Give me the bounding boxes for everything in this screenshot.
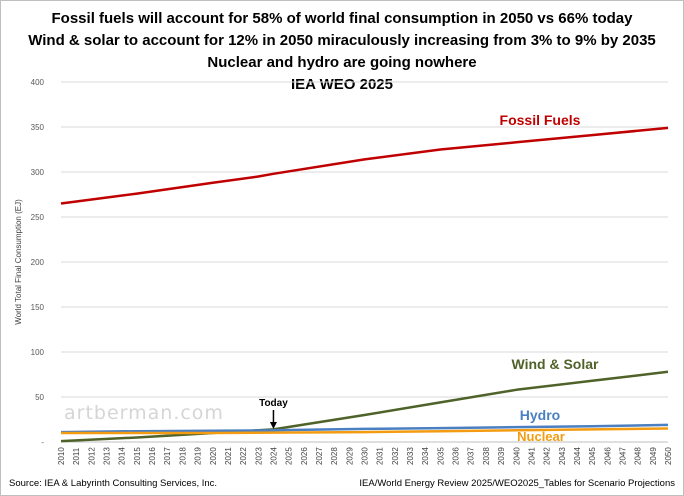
title-line-1: Fossil fuels will account for 58% of wor… — [51, 10, 633, 27]
y-tick-label: 250 — [31, 213, 45, 222]
x-tick-label: 2038 — [482, 447, 491, 465]
y-tick-label: 300 — [31, 168, 45, 177]
title-line-3: Nuclear and hydro are going nowhere — [207, 54, 477, 71]
x-tick-label: 2018 — [178, 447, 187, 465]
x-tick-label: 2028 — [330, 447, 339, 465]
y-tick-label: 50 — [35, 393, 44, 402]
x-tick-label: 2040 — [512, 447, 521, 465]
x-tick-label: 2013 — [103, 447, 112, 465]
series-label-fossil-fuels: Fossil Fuels — [500, 112, 581, 128]
x-tick-label: 2030 — [361, 447, 370, 465]
x-tick-label: 2033 — [406, 447, 415, 465]
x-tick-label: 2050 — [664, 447, 673, 465]
series-label-nuclear: Nuclear — [517, 429, 565, 444]
x-tick-label: 2046 — [603, 447, 612, 465]
x-tick-label: 2042 — [543, 447, 552, 465]
x-tick-label: 2031 — [376, 447, 385, 465]
y-tick-label: 100 — [31, 348, 45, 357]
x-tick-label: 2029 — [345, 447, 354, 465]
x-tick-label: 2034 — [421, 447, 430, 465]
x-tick-label: 2020 — [209, 447, 218, 465]
x-tick-label: 2026 — [300, 447, 309, 465]
x-tick-label: 2016 — [148, 447, 157, 465]
watermark: artberman.com — [64, 402, 224, 424]
x-tick-label: 2037 — [467, 447, 476, 465]
x-tick-label: 2032 — [391, 447, 400, 465]
x-tick-label: 2010 — [57, 447, 66, 465]
title-line-2: Wind & solar to account for 12% in 2050 … — [28, 32, 656, 49]
x-tick-label: 2015 — [133, 447, 142, 465]
x-tick-label: 2045 — [588, 447, 597, 465]
x-tick-label: 2019 — [194, 447, 203, 465]
source-left: Source: IEA & Labyrinth Consulting Servi… — [9, 478, 218, 489]
series-line-wind-solar — [60, 370, 669, 443]
x-tick-label: 2011 — [72, 447, 81, 465]
x-tick-label: 2043 — [558, 447, 567, 465]
x-tick-label: 2047 — [618, 447, 627, 465]
source-right: IEA/World Energy Review 2025/WEO2025_Tab… — [359, 478, 675, 489]
x-tick-label: 2012 — [87, 447, 96, 465]
series-label-hydro: Hydro — [520, 407, 560, 423]
x-tick-label: 2025 — [285, 447, 294, 465]
x-tick-label: 2039 — [497, 447, 506, 465]
x-tick-label: 2036 — [452, 447, 461, 465]
x-tick-label: 2048 — [634, 447, 643, 465]
x-tick-label: 2035 — [436, 447, 445, 465]
series-label-wind-solar: Wind & Solar — [512, 356, 600, 372]
today-label: Today — [259, 398, 288, 409]
x-tick-label: 2021 — [224, 447, 233, 465]
series-line-hydro — [60, 423, 669, 434]
x-tick-label: 2014 — [118, 447, 127, 465]
y-axis-label: World Total Final Consumption (EJ) — [14, 199, 23, 325]
y-tick-label: 350 — [31, 123, 45, 132]
series-line-nuclear — [61, 427, 669, 435]
x-tick-label: 2049 — [649, 447, 658, 465]
y-tick-label: 200 — [31, 258, 45, 267]
y-tick-label: 150 — [31, 303, 45, 312]
x-tick-label: 2023 — [254, 447, 263, 465]
series-line-fossil-fuels — [60, 126, 669, 205]
x-tick-label: 2017 — [163, 447, 172, 465]
x-tick-label: 2041 — [527, 447, 536, 465]
x-tick-label: 2022 — [239, 447, 248, 465]
x-tick-label: 2027 — [315, 447, 324, 465]
y-tick-label: 400 — [31, 78, 45, 87]
y-tick-label: - — [41, 438, 44, 447]
x-tick-label: 2044 — [573, 447, 582, 465]
today-arrow-head — [269, 422, 277, 429]
x-tick-label: 2024 — [269, 447, 278, 465]
title-line-4: IEA WEO 2025 — [291, 76, 393, 93]
